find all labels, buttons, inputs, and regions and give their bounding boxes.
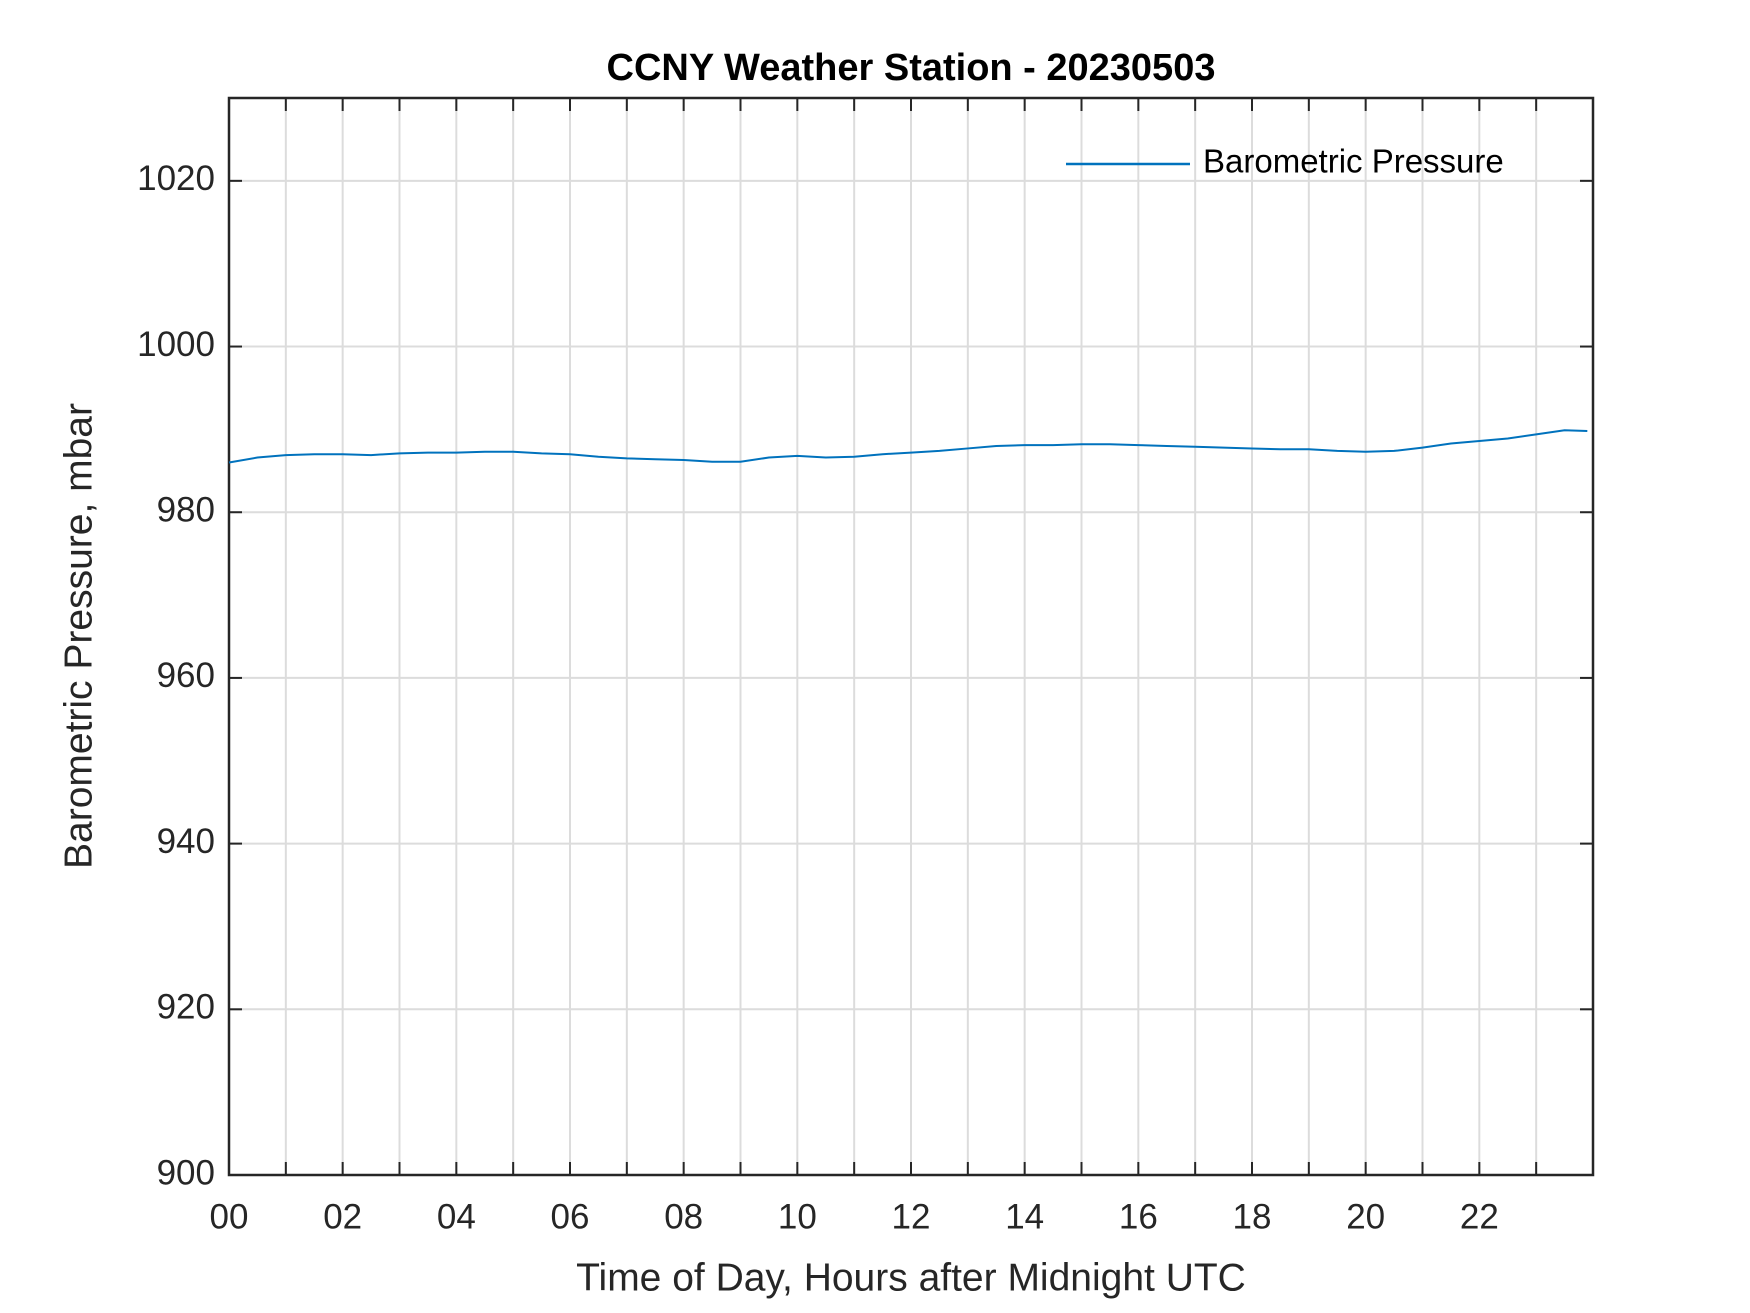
y-tick-label: 900 — [157, 1153, 215, 1192]
y-tick-label: 1000 — [137, 325, 215, 364]
x-tick-label: 18 — [1233, 1197, 1272, 1236]
x-axis-label: Time of Day, Hours after Midnight UTC — [576, 1256, 1246, 1299]
plot-frame — [227, 96, 1595, 1177]
x-tick-label: 10 — [778, 1197, 817, 1236]
x-tick-label: 02 — [323, 1197, 362, 1236]
y-tick-label: 940 — [157, 822, 215, 861]
x-tick-label: 04 — [437, 1197, 476, 1236]
data-line — [228, 429, 1588, 464]
x-tick-label: 16 — [1119, 1197, 1158, 1236]
x-tick-label: 12 — [892, 1197, 931, 1236]
chart-title: CCNY Weather Station - 20230503 — [607, 47, 1216, 89]
x-tick-label: 20 — [1346, 1197, 1385, 1236]
y-tick-label: 920 — [157, 988, 215, 1027]
y-axis-label: Barometric Pressure, mbar — [57, 403, 100, 869]
y-tick-label: 1020 — [137, 159, 215, 198]
x-tick-label: 14 — [1005, 1197, 1044, 1236]
legend-label: Barometric Pressure — [1203, 143, 1504, 180]
y-tick-label: 980 — [157, 490, 215, 529]
y-tick-label: 960 — [157, 656, 215, 695]
x-tick-label: 06 — [551, 1197, 590, 1236]
x-tick-label: 00 — [210, 1197, 249, 1236]
x-tick-label: 22 — [1460, 1197, 1499, 1236]
x-tick-label: 08 — [664, 1197, 703, 1236]
